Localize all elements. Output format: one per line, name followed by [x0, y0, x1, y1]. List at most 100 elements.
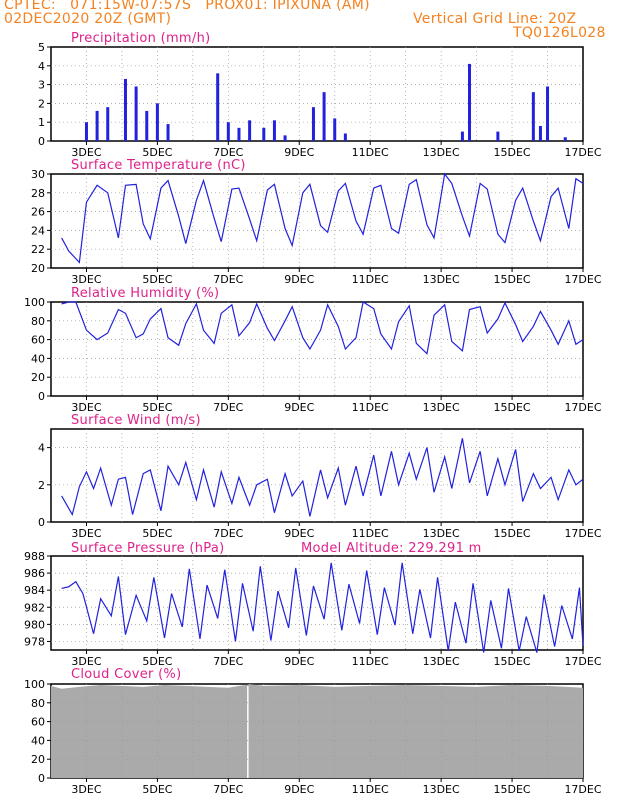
- cloud-ytick: 100: [24, 678, 45, 691]
- pres-ytick: 982: [24, 601, 45, 614]
- precip-bar: [248, 120, 252, 141]
- precip-bar: [468, 63, 472, 141]
- precip-ytick: 2: [38, 97, 45, 110]
- cloud-ytick: 40: [31, 734, 45, 747]
- precip-bar: [563, 137, 567, 141]
- wind-xtick: 3DEC: [71, 527, 101, 540]
- pres-xtick: 3DEC: [71, 655, 101, 668]
- rh-frame: [50, 301, 584, 397]
- temp-xtick: 7DEC: [213, 273, 243, 286]
- cloud-xtick: 7DEC: [213, 783, 243, 796]
- rh-xtick: 5DEC: [142, 401, 172, 414]
- temp-xtick: 11DEC: [352, 273, 389, 286]
- cloud-title: Cloud Cover (%): [71, 667, 181, 682]
- pres-ytick: 986: [24, 567, 45, 580]
- precip-bar: [531, 92, 535, 141]
- wind-title: Surface Wind (m/s): [71, 413, 201, 428]
- precip-bar: [95, 110, 99, 141]
- pres-xtick: 5DEC: [142, 655, 172, 668]
- precip-bar: [226, 122, 230, 141]
- precip-bar: [460, 131, 464, 141]
- precip-ytick: 5: [38, 41, 45, 54]
- cloud-xtick: 3DEC: [71, 783, 101, 796]
- wind-xtick: 17DEC: [564, 527, 601, 540]
- precip-bar: [546, 86, 550, 141]
- rh-xtick: 13DEC: [423, 401, 460, 414]
- temp-xtick: 9DEC: [284, 273, 314, 286]
- precip-ytick: 1: [38, 116, 45, 129]
- precip-xtick: 5DEC: [142, 146, 172, 159]
- temp-xtick: 5DEC: [142, 273, 172, 286]
- cloud-xtick: 17DEC: [564, 783, 601, 796]
- precip-frame: [50, 46, 584, 142]
- temp-panel: 20 22 24 26 28 30 3DEC 5DEC 7DEC 9DEC 11DEC 13DEC 15…: [31, 168, 602, 286]
- wind-ytick: 4: [38, 442, 45, 455]
- pres-panel: 978 980 982 984 986 988 3DEC 5DEC 7DEC 9DEC 11DEC 1…: [24, 550, 602, 668]
- precip-bar: [311, 107, 315, 141]
- precip-bar: [123, 78, 127, 141]
- temp-ytick: 24: [31, 224, 45, 237]
- cloud-ytick: 0: [38, 772, 45, 785]
- cloud-xtick: 13DEC: [423, 783, 460, 796]
- cloud-panel: 0 20 40 60 80 100 3DEC 5DEC 7DEC 9DEC 11DEC 13DEC 15…: [24, 678, 602, 796]
- precip-bar: [333, 118, 337, 141]
- header-datetime: 02DEC2020 20Z (GMT): [4, 11, 172, 27]
- cloud-xtick: 15DEC: [494, 783, 531, 796]
- rh-ytick: 60: [31, 334, 45, 347]
- cloud-ytick: 20: [31, 753, 45, 766]
- temp-ytick: 22: [31, 243, 45, 256]
- rh-xtick: 3DEC: [71, 401, 101, 414]
- rh-title: Relative Humidity (%): [71, 286, 219, 301]
- pres-ytick: 980: [24, 618, 45, 631]
- cloud-xtick: 9DEC: [284, 783, 314, 796]
- precip-xtick: 15DEC: [494, 146, 531, 159]
- temp-line: [61, 172, 584, 264]
- rh-xtick: 11DEC: [352, 401, 389, 414]
- cloud-ytick: 60: [31, 716, 45, 729]
- temp-ytick: 28: [31, 187, 45, 200]
- rh-ytick: 80: [31, 315, 45, 328]
- wind-xtick: 7DEC: [213, 527, 243, 540]
- cloud-xtick: 5DEC: [142, 783, 172, 796]
- precip-bar: [283, 135, 287, 141]
- temp-title: Surface Temperature (nC): [71, 158, 246, 173]
- wind-frame: [50, 428, 584, 523]
- precip-xtick: 9DEC: [284, 146, 314, 159]
- wind-xtick: 9DEC: [284, 527, 314, 540]
- rh-ytick: 40: [31, 352, 45, 365]
- cloud-xtick: 11DEC: [352, 783, 389, 796]
- wind-panel: 0 2 4 3DEC 5DEC 7DEC 9DEC 11DEC 13DEC 15DEC 17DEC: [38, 428, 602, 540]
- rh-xtick: 7DEC: [213, 401, 243, 414]
- header-vertical-grid: Vertical Grid Line: 20Z: [413, 11, 577, 27]
- precip-bar: [538, 125, 542, 141]
- precip-xtick: 17DEC: [564, 146, 601, 159]
- precip-ytick: 0: [38, 135, 45, 148]
- precip-xtick: 7DEC: [213, 146, 243, 159]
- temp-ytick: 30: [31, 168, 45, 181]
- rh-line: [61, 301, 584, 355]
- precip-bar: [237, 127, 241, 141]
- rh-panel: 0 20 40 60 80 100 3DEC 5DEC 7DEC 9DEC 11DEC 13DEC 15…: [24, 296, 602, 414]
- wind-ytick: 0: [38, 516, 45, 529]
- header-station: CPTEC: 071:15W-07:57S PROX01: IPIXUNA (A…: [4, 0, 370, 13]
- cloud-ytick: 80: [31, 697, 45, 710]
- precip-bar: [272, 120, 276, 141]
- precip-xtick: 3DEC: [71, 146, 101, 159]
- pres-title: Surface Pressure (hPa): [71, 541, 225, 556]
- wind-xtick: 15DEC: [494, 527, 531, 540]
- pres-ytick: 978: [24, 635, 45, 648]
- precip-title: Precipitation (mm/h): [71, 31, 210, 46]
- pres-xtick: 7DEC: [213, 655, 243, 668]
- temp-ytick: 26: [31, 206, 45, 219]
- pres-xtick: 17DEC: [564, 655, 601, 668]
- temp-xtick: 3DEC: [71, 273, 101, 286]
- pres-frame: [50, 555, 584, 651]
- rh-ytick: 20: [31, 371, 45, 384]
- rh-xtick: 15DEC: [494, 401, 531, 414]
- precip-ytick: 3: [38, 79, 45, 92]
- pres-line: [61, 562, 584, 653]
- precip-xtick: 11DEC: [352, 146, 389, 159]
- rh-xtick: 9DEC: [284, 401, 314, 414]
- temp-xtick: 17DEC: [564, 273, 601, 286]
